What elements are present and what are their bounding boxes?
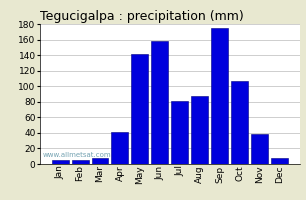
Bar: [211, 28, 228, 164]
Bar: [52, 160, 69, 164]
Text: www.allmetsat.com: www.allmetsat.com: [42, 152, 111, 158]
Bar: [251, 134, 268, 164]
Bar: [151, 41, 168, 164]
Bar: [191, 96, 208, 164]
Bar: [91, 158, 108, 164]
Bar: [131, 54, 148, 164]
Bar: [111, 132, 129, 164]
Bar: [231, 81, 248, 164]
Bar: [72, 160, 88, 164]
Bar: [271, 158, 288, 164]
Bar: [171, 101, 188, 164]
Text: Tegucigalpa : precipitation (mm): Tegucigalpa : precipitation (mm): [40, 10, 244, 23]
